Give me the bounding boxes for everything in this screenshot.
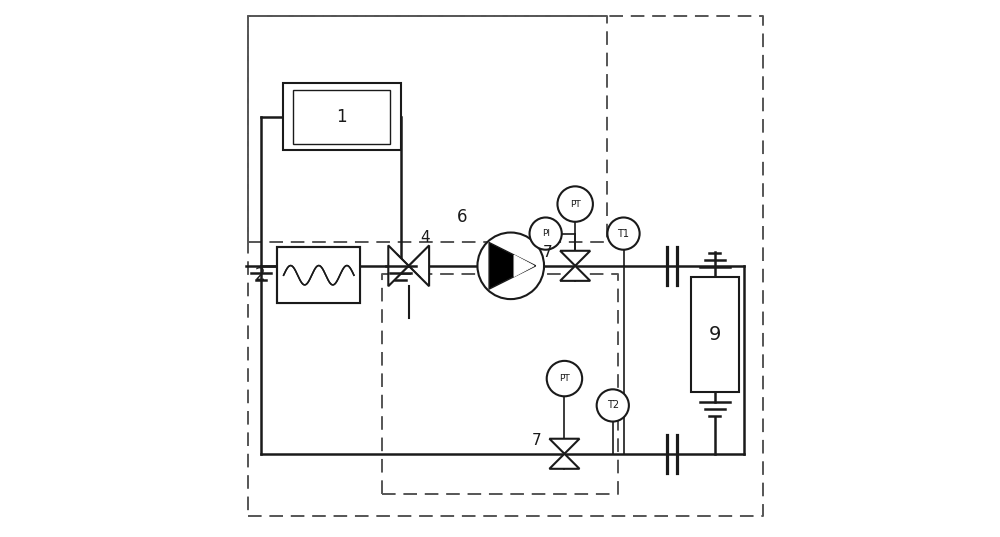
Bar [277,247,360,303]
Circle shape [557,186,593,222]
Text: 6: 6 [457,208,468,227]
Text: 2: 2 [255,266,265,284]
Bar [283,83,401,150]
Text: PT: PT [570,200,581,208]
Bar [691,277,739,392]
Text: 7: 7 [542,245,552,260]
Text: PI: PI [542,229,550,238]
Text: T2: T2 [607,401,619,410]
Polygon shape [549,439,579,454]
Circle shape [607,217,640,250]
Polygon shape [388,245,409,286]
Polygon shape [560,266,590,281]
Text: T1: T1 [618,229,630,238]
Text: PT: PT [559,374,570,383]
Circle shape [530,217,562,250]
Polygon shape [489,243,536,289]
Polygon shape [409,245,429,286]
Text: 7: 7 [532,433,541,448]
Polygon shape [549,454,579,469]
Text: 1: 1 [336,108,347,126]
Circle shape [547,361,582,396]
Polygon shape [560,251,590,266]
Polygon shape [514,255,534,277]
Bar [277,247,360,303]
Bar [293,90,390,144]
Text: 9: 9 [709,325,721,344]
Circle shape [477,233,544,299]
Circle shape [597,389,629,422]
Text: 4: 4 [420,230,430,245]
